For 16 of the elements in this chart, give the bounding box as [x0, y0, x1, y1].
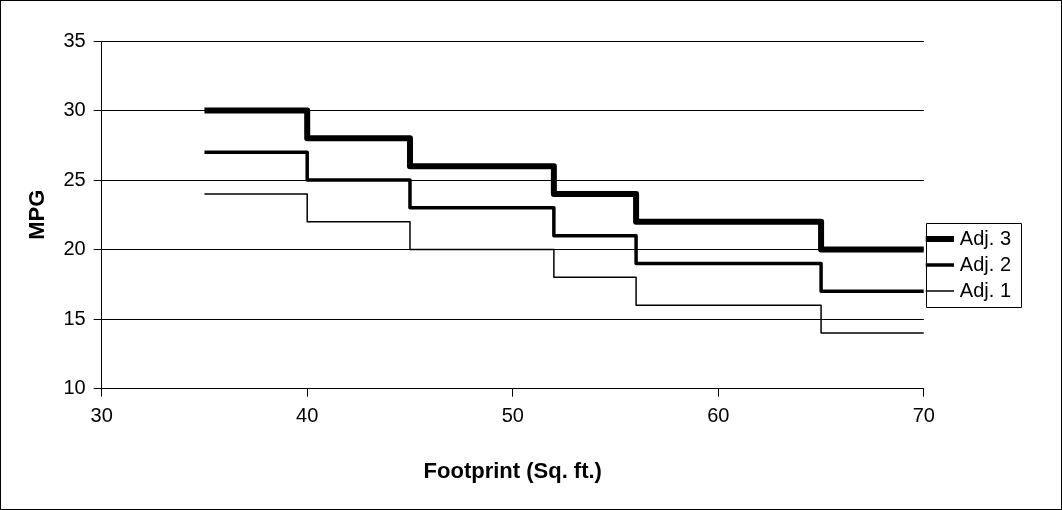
- y-tick-label: 10: [63, 376, 86, 399]
- y-tick-label: 30: [63, 98, 86, 121]
- y-tick-label: 35: [63, 28, 86, 51]
- y-tick-label: 15: [63, 306, 86, 329]
- x-tick-label: 40: [296, 404, 319, 427]
- y-tick-label: 20: [63, 237, 86, 260]
- x-tick-label: 50: [501, 404, 524, 427]
- x-tick-label: 70: [912, 404, 935, 427]
- legend-label: Adj. 3: [959, 226, 1012, 249]
- legend-label: Adj. 2: [959, 252, 1012, 275]
- x-tick-label: 60: [707, 404, 730, 427]
- y-tick-label: 25: [63, 167, 86, 190]
- x-axis-title: Footprint (Sq. ft.): [423, 457, 602, 483]
- y-axis-title: MPG: [24, 189, 50, 240]
- x-tick-label: 30: [90, 404, 113, 427]
- legend-label: Adj. 1: [959, 278, 1012, 301]
